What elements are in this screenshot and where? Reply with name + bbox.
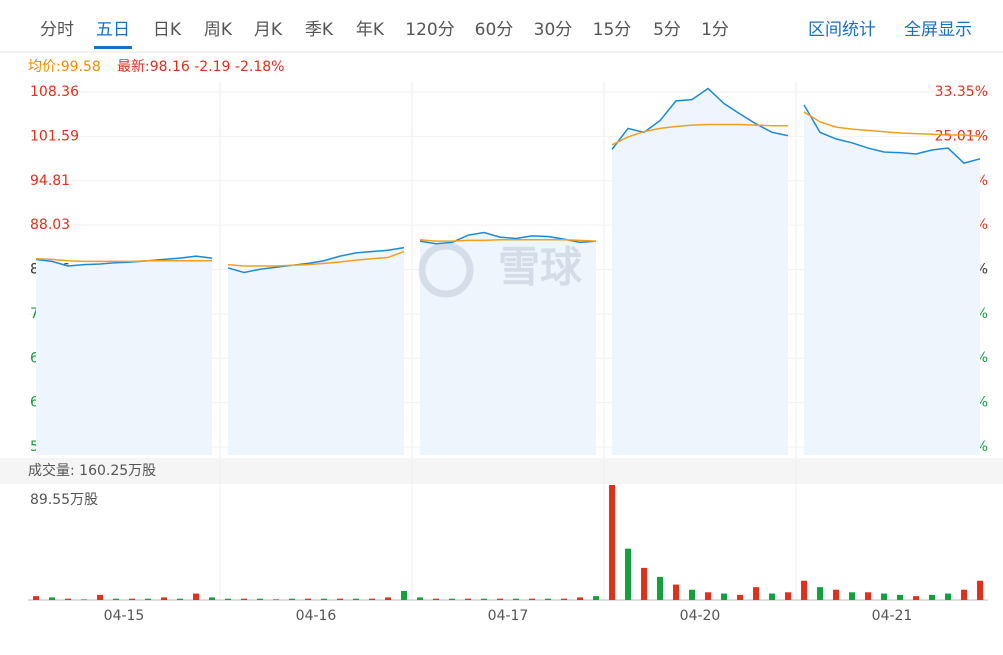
y-tick-label: 101.59 <box>30 128 79 144</box>
price-line <box>35 87 981 274</box>
tab[interactable]: 月K <box>254 20 283 40</box>
action-link[interactable]: 全屏显示 <box>904 20 972 40</box>
volume-bar <box>817 587 823 600</box>
volume-bar <box>449 598 455 600</box>
volume-bar <box>113 598 119 600</box>
tab[interactable]: 日K <box>153 20 182 40</box>
volume-bar <box>65 598 71 600</box>
y2-tick-label: 25.01% <box>935 128 988 144</box>
volume-bar <box>641 567 647 600</box>
volume-bar <box>961 589 967 600</box>
volume-bar <box>577 597 583 600</box>
volume-bar <box>401 591 407 600</box>
volume-bar <box>833 589 839 600</box>
tab[interactable]: 15分 <box>593 20 632 40</box>
volume-bar <box>465 598 471 600</box>
tab[interactable]: 五日 <box>96 20 130 40</box>
volume-bar <box>33 596 39 600</box>
volume-bar <box>705 592 711 600</box>
volume-bar <box>945 593 951 600</box>
y-tick-label: 108.36 <box>30 84 79 100</box>
volume-bar <box>753 587 759 600</box>
volume-bar <box>177 598 183 600</box>
volume-bar <box>337 598 343 600</box>
x-tick-label: 04-20 <box>680 608 721 624</box>
volume-bar <box>849 592 855 600</box>
volume-bar <box>225 598 231 600</box>
volume-bar <box>49 597 55 600</box>
x-tick-label: 04-21 <box>872 608 913 624</box>
x-tick-label: 04-16 <box>296 608 337 624</box>
y-tick-label: 88.03 <box>30 217 70 233</box>
price-area <box>36 88 980 455</box>
tab[interactable]: 分时 <box>40 20 74 40</box>
volume-bar <box>737 594 743 600</box>
volume-bar <box>689 589 695 600</box>
volume-bar <box>545 598 551 600</box>
volume-bar <box>513 598 519 600</box>
volume-bar <box>481 598 487 600</box>
tab[interactable]: 1分 <box>701 20 729 40</box>
volume-bar <box>129 598 135 600</box>
volume-bar <box>721 593 727 600</box>
volume-bar <box>801 580 807 600</box>
volume-bar <box>673 584 679 600</box>
avg-line <box>35 111 981 267</box>
tab[interactable]: 年K <box>356 20 385 40</box>
volume-bar <box>353 598 359 600</box>
volume-bar <box>161 597 167 600</box>
tab[interactable]: 60分 <box>475 20 514 40</box>
watermark: 雪球 <box>498 243 583 292</box>
volume-bar <box>625 548 631 600</box>
tab[interactable]: 季K <box>305 20 334 40</box>
volume-bar <box>433 598 439 600</box>
volume-bar <box>977 580 983 600</box>
volume-bar <box>561 598 567 600</box>
volume-bar <box>385 597 391 600</box>
volume-bar <box>785 592 791 600</box>
volume-bar <box>97 594 103 600</box>
day-dividers <box>219 82 797 600</box>
volume-bar <box>241 598 247 600</box>
active-tab-underline <box>94 46 132 49</box>
volume-bar <box>897 594 903 600</box>
watermark-logo <box>418 242 474 298</box>
volume-bar <box>865 592 871 600</box>
avg-price: 均价:99.58 <box>28 59 101 75</box>
tab[interactable]: 120分 <box>405 20 454 40</box>
volume-bar <box>497 598 503 600</box>
volume-bar <box>657 576 663 600</box>
volume-bar <box>209 597 215 600</box>
volume-bar <box>417 597 423 600</box>
volume-bar <box>193 593 199 600</box>
volume-bar <box>369 598 375 600</box>
volume-header <box>0 458 1003 484</box>
y-tick-label: 94.81 <box>30 173 70 189</box>
volume-bar <box>913 596 919 600</box>
x-tick-label: 04-15 <box>104 608 145 624</box>
volume-bar <box>289 598 295 600</box>
volume-bar <box>929 594 935 600</box>
volume-bar <box>257 598 263 600</box>
x-tick-label: 04-17 <box>488 608 529 624</box>
volume-title: 成交量: 160.25万股 <box>28 462 156 479</box>
volume-tick-label: 89.55万股 <box>30 492 98 508</box>
y2-tick-label: 33.35% <box>935 84 988 100</box>
tab[interactable]: 5分 <box>653 20 681 40</box>
volume-bar <box>305 598 311 600</box>
volume-bar <box>593 596 599 600</box>
latest-price: 最新:98.16 -2.19 -2.18% <box>117 59 284 75</box>
action-link[interactable]: 区间统计 <box>808 20 876 40</box>
volume-bar <box>321 598 327 600</box>
volume-bar <box>609 485 615 600</box>
volume-bar <box>81 599 87 600</box>
volume-bar <box>769 593 775 600</box>
volume-bar <box>881 593 887 600</box>
tab[interactable]: 30分 <box>534 20 573 40</box>
volume-bar <box>145 598 151 600</box>
volume-bar <box>529 598 535 600</box>
volume-bar <box>273 599 279 600</box>
tab[interactable]: 周K <box>204 20 233 40</box>
